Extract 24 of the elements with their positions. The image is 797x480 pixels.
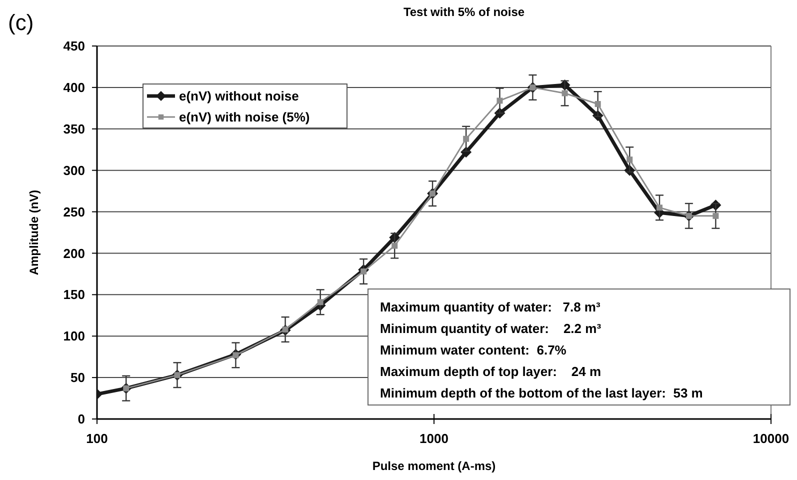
- y-tick-label: 300: [63, 162, 85, 178]
- y-tick-label: 200: [63, 246, 85, 261]
- y-tick-label: 50: [70, 370, 85, 386]
- legend-label: e(nV) without noise: [179, 88, 299, 104]
- chart-title: Test with 5% of noise: [403, 5, 525, 19]
- annotation: Minimum water content: 6.7%: [380, 342, 567, 358]
- y-tick-label: 250: [63, 204, 85, 220]
- y-axis-title: Amplitude (nV): [27, 190, 41, 276]
- annotation: Minimum depth of the bottom of the last layer: 53 m: [380, 386, 703, 401]
- annotation: Minimum quantity of water: 2.2 m³: [380, 321, 602, 336]
- annotation: Maximum quantity of water: 7.8 m³: [380, 300, 601, 315]
- y-tick-label: 450: [63, 38, 85, 54]
- x-tick-label: 100: [86, 431, 108, 446]
- y-tick-label: 150: [63, 287, 85, 302]
- y-tick-label: 350: [63, 121, 85, 136]
- y-tick-label: 400: [63, 80, 85, 95]
- y-tick-label: 0: [78, 412, 85, 427]
- legend-label: e(nV) with noise (5%): [179, 110, 310, 125]
- x-tick-label: 10000: [752, 431, 790, 446]
- text: (c): [8, 10, 34, 35]
- annotation: Maximum depth of top layer: 24 m: [380, 364, 602, 380]
- x-tick-label: 1000: [420, 431, 448, 446]
- y-tick-label: 100: [63, 328, 85, 344]
- x-axis-title: Pulse moment (A-ms): [372, 459, 496, 473]
